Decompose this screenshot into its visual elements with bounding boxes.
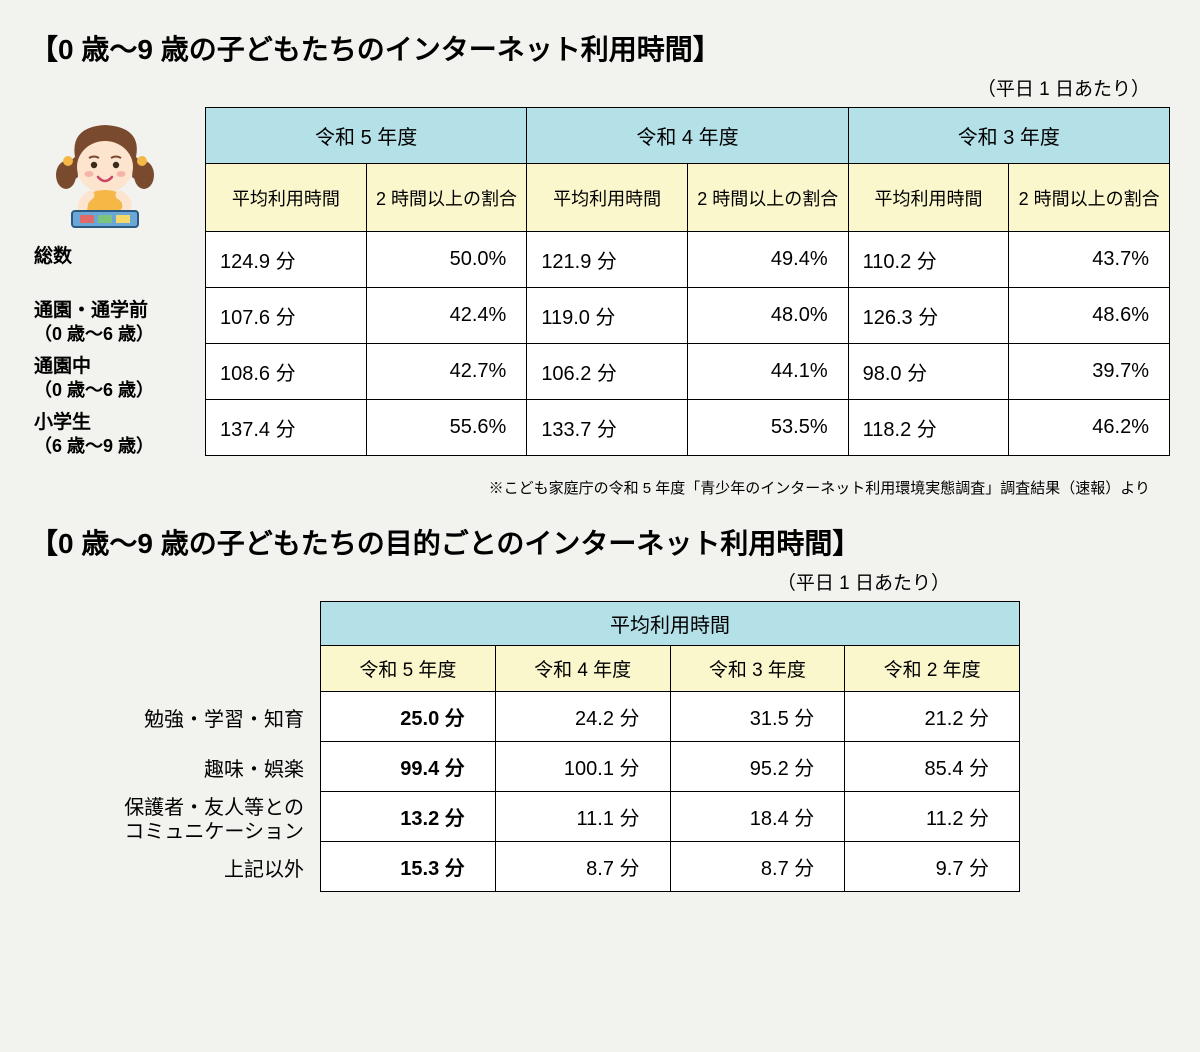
tbl2-r0c2: 31.5 分: [670, 692, 845, 742]
table-row: 137.4 分 55.6% 133.7 分 53.5% 118.2 分 46.2…: [206, 400, 1170, 456]
tbl1-year-1: 令和 4 年度: [527, 108, 848, 164]
tbl2-r0c0: 25.0 分: [321, 692, 496, 742]
tbl1-r2c2: 106.2 分: [527, 344, 688, 400]
usage-time-table: 令和 5 年度 令和 4 年度 令和 3 年度 平均利用時間 2 時間以上の割合…: [205, 107, 1170, 456]
tbl1-r3c2: 133.7 分: [527, 400, 688, 456]
table-row: 13.2 分 11.1 分 18.4 分 11.2 分: [321, 792, 1020, 842]
tbl1-r3c0: 137.4 分: [206, 400, 367, 456]
tbl1-r1c4: 126.3 分: [848, 288, 1009, 344]
section1-footnote: ※こども家庭庁の令和 5 年度「青少年のインターネット利用環境実態調査」調査結果…: [30, 477, 1150, 498]
tbl1-r2c5: 39.7%: [1009, 344, 1170, 400]
tbl2-r3c2: 8.7 分: [670, 842, 845, 892]
tbl1-rowlabel-1: 通園・通学前 （0 歳～6 歳）: [30, 299, 205, 355]
tbl2-r3c3: 9.7 分: [845, 842, 1020, 892]
tbl1-r2c3: 44.1%: [687, 344, 848, 400]
tbl1-r1c3: 48.0%: [687, 288, 848, 344]
tbl1-rowlabel-0-main: 総数: [34, 246, 72, 267]
tbl1-r3c4: 118.2 分: [848, 400, 1009, 456]
tbl1-r1c1: 42.4%: [366, 288, 527, 344]
table-row: 124.9 分 50.0% 121.9 分 49.4% 110.2 分 43.7…: [206, 232, 1170, 288]
tbl2-rowlabel-3: 上記以外: [50, 845, 320, 895]
tbl2-r2c1: 11.1 分: [495, 792, 670, 842]
tbl2-rowlabel-0: 勉強・学習・知育: [50, 695, 320, 745]
tbl2-r1c0: 99.4 分: [321, 742, 496, 792]
tbl1-sub-1: 2 時間以上の割合: [366, 164, 527, 232]
purpose-time-table: 平均利用時間 令和 5 年度 令和 4 年度 令和 3 年度 令和 2 年度 2…: [320, 601, 1020, 892]
tbl1-r0c1: 50.0%: [366, 232, 527, 288]
tbl1-rowlabel-2: 通園中 （0 歳～6 歳）: [30, 355, 205, 411]
tbl1-r2c0: 108.6 分: [206, 344, 367, 400]
tbl1-r0c0: 124.9 分: [206, 232, 367, 288]
tbl1-sub-4: 平均利用時間: [848, 164, 1009, 232]
table-row: 107.6 分 42.4% 119.0 分 48.0% 126.3 分 48.6…: [206, 288, 1170, 344]
tbl1-r1c2: 119.0 分: [527, 288, 688, 344]
tbl1-rowlabel-0: 総数: [30, 245, 205, 299]
tbl1-r0c4: 110.2 分: [848, 232, 1009, 288]
section2-title: 【0 歳～9 歳の子どもたちの目的ごとのインターネット利用時間】: [30, 522, 1170, 562]
tbl1-year-2: 令和 3 年度: [848, 108, 1169, 164]
tbl1-rowlabel-1-main: 通園・通学前: [34, 300, 148, 321]
tbl1-rowlabel-3: 小学生 （6 歳～9 歳）: [30, 411, 205, 467]
tbl2-rowlabel-2: 保護者・友人等とのコミュニケーション: [50, 795, 320, 845]
tbl1-r2c1: 42.7%: [366, 344, 527, 400]
table-row: 99.4 分 100.1 分 95.2 分 85.4 分: [321, 742, 1020, 792]
tbl1-r0c2: 121.9 分: [527, 232, 688, 288]
tbl2-r3c0: 15.3 分: [321, 842, 496, 892]
tbl1-rowlabel-2-main: 通園中: [34, 356, 91, 377]
tbl1-r0c3: 49.4%: [687, 232, 848, 288]
tbl2-r2c2: 18.4 分: [670, 792, 845, 842]
tbl2-r1c1: 100.1 分: [495, 742, 670, 792]
section1-subtitle: （平日 1 日あたり）: [30, 74, 1150, 101]
tbl2-top-header: 平均利用時間: [321, 602, 1020, 646]
tbl1-sub-2: 平均利用時間: [527, 164, 688, 232]
tbl1-sub-0: 平均利用時間: [206, 164, 367, 232]
tbl1-r0c5: 43.7%: [1009, 232, 1170, 288]
tbl1-sub-5: 2 時間以上の割合: [1009, 164, 1170, 232]
table-row: 15.3 分 8.7 分 8.7 分 9.7 分: [321, 842, 1020, 892]
tbl1-r3c1: 55.6%: [366, 400, 527, 456]
tbl2-year-2: 令和 3 年度: [670, 646, 845, 692]
tbl2-year-3: 令和 2 年度: [845, 646, 1020, 692]
tbl2-r3c1: 8.7 分: [495, 842, 670, 892]
tbl2-r0c3: 21.2 分: [845, 692, 1020, 742]
table-row: 25.0 分 24.2 分 31.5 分 21.2 分: [321, 692, 1020, 742]
tbl1-rowlabel-3-main: 小学生: [34, 412, 91, 433]
tbl2-r2c3: 11.2 分: [845, 792, 1020, 842]
tbl2-year-0: 令和 5 年度: [321, 646, 496, 692]
section2-subtitle: （平日 1 日あたり）: [30, 568, 950, 595]
tbl2-year-1: 令和 4 年度: [495, 646, 670, 692]
child-illustration: [50, 115, 160, 233]
tbl1-rowlabel-1-paren: （0 歳～6 歳）: [34, 324, 154, 344]
section1-title: 【0 歳～9 歳の子どもたちのインターネット利用時間】: [30, 28, 1170, 68]
tbl2-r1c2: 95.2 分: [670, 742, 845, 792]
tbl1-r1c0: 107.6 分: [206, 288, 367, 344]
tbl2-r1c3: 85.4 分: [845, 742, 1020, 792]
tbl1-sub-3: 2 時間以上の割合: [687, 164, 848, 232]
table-row: 108.6 分 42.7% 106.2 分 44.1% 98.0 分 39.7%: [206, 344, 1170, 400]
tbl2-rowlabel-1: 趣味・娯楽: [50, 745, 320, 795]
tbl1-r1c5: 48.6%: [1009, 288, 1170, 344]
tbl1-r3c5: 46.2%: [1009, 400, 1170, 456]
tbl2-r2c0: 13.2 分: [321, 792, 496, 842]
tbl1-rowlabel-2-paren: （0 歳～6 歳）: [34, 380, 154, 400]
tbl1-year-0: 令和 5 年度: [206, 108, 527, 164]
tbl2-r0c1: 24.2 分: [495, 692, 670, 742]
tbl1-rowlabel-3-paren: （6 歳～9 歳）: [34, 436, 154, 456]
tbl1-r2c4: 98.0 分: [848, 344, 1009, 400]
tbl1-r3c3: 53.5%: [687, 400, 848, 456]
